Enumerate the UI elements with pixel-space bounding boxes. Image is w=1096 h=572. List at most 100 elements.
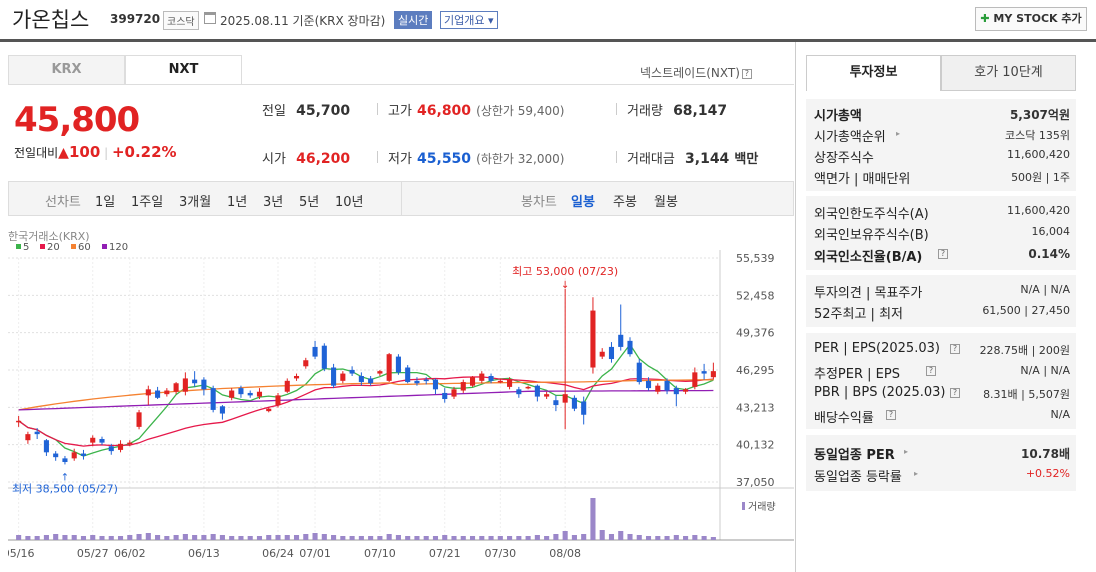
volume-bar <box>645 536 652 540</box>
candle-monthly[interactable]: 월봉 <box>654 195 678 210</box>
change-percent: +0.22% <box>111 143 177 161</box>
volume-bar <box>627 534 633 540</box>
add-my-stock-button[interactable]: ✚ MY STOCK 추가 <box>975 7 1087 31</box>
chevron-right-icon[interactable]: ▸ <box>904 447 909 456</box>
52week-row: 52주최고 | 최저 61,500 | 27,450 <box>814 303 1070 323</box>
volume-bar <box>525 536 531 540</box>
period-10y[interactable]: 10년 <box>335 195 364 210</box>
volume-bar <box>256 536 263 540</box>
volume-bar <box>136 534 142 540</box>
realtime-badge[interactable]: 실시간 <box>394 11 433 29</box>
volume-bar <box>16 535 22 540</box>
legend-swatch <box>40 244 45 249</box>
price-chart[interactable]: 한국거래소(KRX)5 20 60 120 55,539 52,458 49,376 46,2… <box>8 230 794 568</box>
company-overview-dropdown[interactable]: 기업개요 ▾ <box>440 11 498 29</box>
row-value: 16,004 <box>1031 225 1071 238</box>
separator <box>616 151 617 163</box>
volume-bar <box>238 536 244 540</box>
volume-bar <box>414 536 420 540</box>
legend-swatch <box>102 244 107 249</box>
candle-weekly[interactable]: 주봉 <box>613 195 637 210</box>
volume-bar <box>99 536 105 540</box>
stock-header: 가온칩스 399720 코스닥 2025.08.11 기준(KRX 장마감) 실… <box>0 0 1096 42</box>
market-cap-section: 시가총액 5,307억원 시가총액순위 ▸ 코스닥 135위 상장주식수 11,600,… <box>806 99 1076 191</box>
candle-body <box>182 378 188 392</box>
candle-body <box>599 351 605 357</box>
sector-per-row: 동일업종 PER ▸ 10.78배 <box>814 444 1070 464</box>
candle-body <box>284 380 290 392</box>
candle-body <box>80 453 87 456</box>
candle-body <box>117 443 124 450</box>
sector-change-row: 동일업종 등락률 ▸ +0.52% <box>814 466 1070 486</box>
help-icon[interactable]: ? <box>950 344 960 354</box>
candle-body <box>358 375 364 383</box>
separator <box>377 103 378 115</box>
volume-legend-swatch <box>742 502 745 510</box>
moving-average-line <box>18 376 714 447</box>
candle-body <box>266 408 272 412</box>
stock-name: 가온칩스 <box>12 8 90 32</box>
low-annotation: 최저 38,500 (05/27) <box>12 482 118 495</box>
volume-bar <box>90 535 96 540</box>
tab-investment-info[interactable]: 투자정보 <box>806 55 941 91</box>
row-label: 상장주식수 <box>814 151 874 166</box>
volume-bar <box>377 536 383 540</box>
volume-bar <box>590 498 596 540</box>
chevron-right-icon[interactable]: ▸ <box>914 469 919 478</box>
row-value: 5,307억원 <box>1009 108 1070 122</box>
quote-amount: 거래대금 3,144 백만 <box>627 148 758 167</box>
opinion-row: 투자의견 | 목표주가 N/A | N/A <box>814 282 1070 302</box>
row-value: 코스닥 135위 <box>1005 129 1070 142</box>
candle-body <box>423 379 429 382</box>
volume-bar <box>127 535 133 540</box>
help-icon[interactable]: ? <box>950 388 960 398</box>
candle-body <box>331 367 337 386</box>
volume-bar <box>544 536 550 540</box>
chevron-right-icon[interactable]: ▸ <box>896 129 901 138</box>
volume-bar <box>358 536 364 540</box>
candle-body <box>136 412 142 427</box>
help-icon[interactable]: ? <box>886 410 896 420</box>
candle-body <box>692 372 698 387</box>
x-tick-label: 07/21 <box>429 547 461 560</box>
open-label: 시가 <box>262 152 286 167</box>
tab-krx[interactable]: KRX <box>8 55 125 85</box>
legend-label: 5 <box>23 242 29 253</box>
period-1y[interactable]: 1년 <box>227 195 248 210</box>
add-my-stock-label: MY STOCK 추가 <box>993 12 1082 25</box>
candle-body <box>636 362 642 383</box>
candle-body <box>488 375 494 381</box>
period-5y[interactable]: 5년 <box>299 195 320 210</box>
calendar-icon <box>204 12 216 24</box>
help-icon[interactable]: ? <box>741 68 752 79</box>
high-arrow-icon: ↓ <box>561 280 569 291</box>
change-amount: 100 <box>68 143 101 161</box>
volume-bar <box>571 535 577 540</box>
volume-bar <box>293 535 300 540</box>
candle-body <box>590 310 596 368</box>
row-value: 11,600,420 <box>1007 204 1070 217</box>
row-value: 61,500 | 27,450 <box>982 304 1070 317</box>
period-1d[interactable]: 1일 <box>95 195 116 210</box>
candle-body <box>312 346 318 357</box>
tab-order-book[interactable]: 호가 10단계 <box>941 55 1076 91</box>
period-1w[interactable]: 1주일 <box>131 195 164 210</box>
help-icon[interactable]: ? <box>926 366 936 376</box>
period-3y[interactable]: 3년 <box>263 195 284 210</box>
row-value: 10.78배 <box>1021 447 1070 461</box>
volume-label: 거래량 <box>627 104 663 119</box>
volume-bar <box>692 535 698 540</box>
help-icon[interactable]: ? <box>938 249 948 259</box>
candle-body <box>90 437 96 443</box>
volume-bar <box>386 534 392 540</box>
candle-body <box>377 371 383 374</box>
candle-body <box>627 340 633 355</box>
row-value: +0.52% <box>1025 467 1070 480</box>
volume-bar <box>618 531 624 540</box>
candle-daily[interactable]: 일봉 <box>571 195 595 210</box>
quote-high: 고가 46,800 (상한가 59,400) <box>388 100 564 119</box>
row-label: 동일업종 PER <box>814 448 895 463</box>
period-3m[interactable]: 3개월 <box>179 195 212 210</box>
volume-bar <box>192 535 198 540</box>
tab-nxt[interactable]: NXT <box>125 55 242 85</box>
